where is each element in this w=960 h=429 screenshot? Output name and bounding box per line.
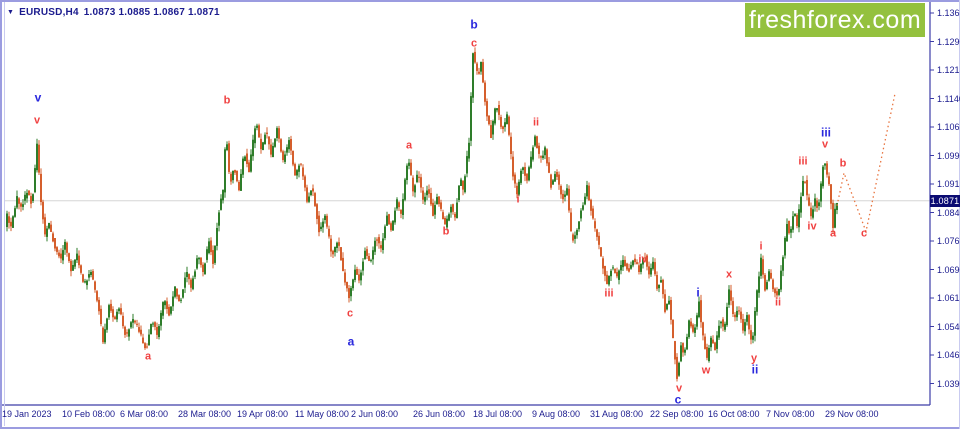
- date-tick-label: 19 Jan 2023: [2, 409, 52, 419]
- price-tick-label: 1.0540: [937, 321, 960, 332]
- window-border-left: [0, 0, 2, 429]
- price-tick-label: 1.0690: [937, 264, 960, 275]
- chart-title: ▼ EURUSD,H4 1.0873 1.0885 1.0867 1.0871: [7, 7, 220, 18]
- date-tick-label: 28 Mar 08:00: [178, 409, 232, 419]
- dropdown-arrow-icon: ▼: [7, 8, 15, 16]
- price-tick-label: 1.1290: [937, 36, 960, 47]
- price-tick-label: 1.1065: [937, 122, 960, 132]
- date-tick-label: 7 Nov 08:00: [766, 409, 815, 419]
- price-tick-label: 1.0915: [937, 179, 960, 189]
- current-price-label: 1.0871: [930, 194, 960, 207]
- time-axis[interactable]: 19 Jan 2023 10 Feb 08:00 6 Mar 08:00 28 Mar…: [0, 409, 960, 423]
- price-tick-label: 1.0390: [937, 378, 960, 389]
- date-tick-label: 31 Aug 08:00: [590, 409, 644, 419]
- date-tick-label: 6 Mar 08:00: [120, 409, 169, 419]
- date-tick-label: 2 Jun 08:00: [351, 409, 399, 419]
- price-tick-label: 1.1365: [937, 8, 960, 18]
- price-tick-label: 1.0990: [937, 150, 960, 161]
- date-tick-label: 18 Jul 08:00: [473, 409, 523, 419]
- date-tick-label: 22 Sep 08:00: [650, 409, 704, 419]
- window-border-left-inner: [4, 2, 5, 426]
- price-tick-label: 1.1215: [937, 65, 960, 75]
- chart-title-symbol: EURUSD,H4: [19, 7, 79, 18]
- price-tick-label: 1.0465: [937, 350, 960, 360]
- date-tick-label: 9 Aug 08:00: [532, 409, 581, 419]
- date-tick-label: 10 Feb 08:00: [62, 409, 116, 419]
- window-border-top: [0, 0, 960, 2]
- date-tick-label: 26 Jun 08:00: [413, 409, 466, 419]
- date-tick-label: 11 May 08:00: [295, 409, 349, 419]
- window-border-bottom: [0, 427, 960, 429]
- chart-title-quotes: 1.0873 1.0885 1.0867 1.0871: [83, 7, 220, 18]
- date-tick-label: 19 Apr 08:00: [237, 409, 289, 419]
- price-tick-label: 1.0840: [937, 207, 960, 218]
- price-tick-label: 1.0765: [937, 236, 960, 246]
- price-tick-label: 1.1140: [937, 93, 960, 104]
- price-tick-label: 1.0615: [937, 293, 960, 303]
- date-tick-label: 16 Oct 08:00: [708, 409, 760, 419]
- date-tick-label: 29 Nov 08:00: [825, 409, 879, 419]
- freshforex-logo: freshforex.com: [745, 3, 925, 37]
